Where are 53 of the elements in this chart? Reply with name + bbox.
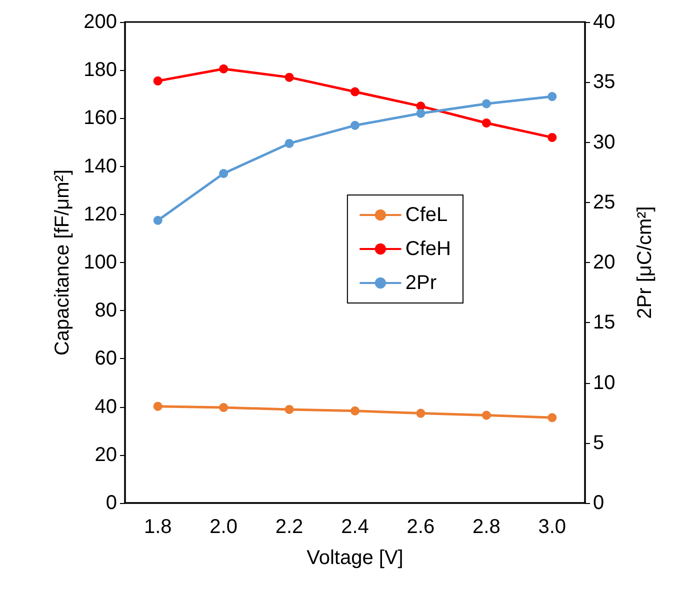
point: [219, 403, 228, 412]
x-tick-label: 1.8: [144, 516, 172, 538]
y-axis-title: Capacitance [fF/μm²]: [52, 169, 74, 356]
y2-tick-label: 30: [593, 131, 616, 154]
y2-tick-label: 40: [593, 11, 616, 33]
point: [284, 72, 294, 82]
y-tick-label: 200: [84, 11, 117, 33]
y-tick-label: 180: [84, 59, 117, 82]
y-tick-label: 120: [84, 203, 117, 226]
y-tick-label: 160: [84, 107, 117, 130]
point: [153, 402, 162, 411]
point: [548, 132, 557, 142]
y2-tick-label: 0: [593, 492, 604, 514]
y2-tick-label: 35: [593, 71, 616, 94]
y2-tick-label: 25: [593, 191, 616, 214]
x-tick-label: 2.0: [210, 516, 238, 538]
x-tick-label: 2.2: [275, 516, 304, 538]
point: [219, 64, 228, 74]
x-tick-label: 2.4: [341, 516, 369, 538]
x-tick-label: 2.8: [472, 516, 500, 538]
point: [548, 92, 557, 102]
point: [284, 138, 294, 148]
point: [548, 413, 557, 422]
point: [284, 404, 294, 414]
point: [482, 118, 491, 128]
legend-label: CfeL: [405, 204, 448, 226]
y2-tick-label: 5: [593, 432, 604, 454]
y2-tick-label: 10: [593, 372, 616, 394]
point: [416, 408, 426, 418]
point: [219, 169, 228, 178]
legend-label: 2Pr: [405, 272, 437, 294]
legend-label: CfeH: [405, 238, 452, 260]
y-tick-label: 40: [94, 396, 117, 418]
y-tick-label: 0: [106, 492, 117, 514]
point: [153, 216, 162, 225]
point: [482, 410, 491, 420]
y2-tick-label: 15: [593, 312, 616, 334]
y2-tick-label: 20: [593, 252, 616, 274]
x-axis-title: Voltage [V]: [306, 547, 404, 569]
y-tick-label: 140: [84, 155, 117, 178]
point: [416, 108, 426, 118]
y2-axis-title: 2Pr [μC/cm²]: [634, 206, 656, 319]
x-tick-label: 2.6: [406, 516, 435, 538]
point: [350, 87, 360, 96]
y-tick-label: 80: [94, 300, 117, 322]
y-tick-label: 60: [94, 348, 117, 370]
x-tick-label: 3.0: [538, 516, 566, 538]
point: [350, 406, 360, 416]
y-tick-label: 20: [94, 444, 117, 466]
y-tick-label: 100: [84, 252, 117, 274]
point: [153, 76, 162, 86]
point: [482, 99, 491, 108]
point: [350, 120, 360, 130]
